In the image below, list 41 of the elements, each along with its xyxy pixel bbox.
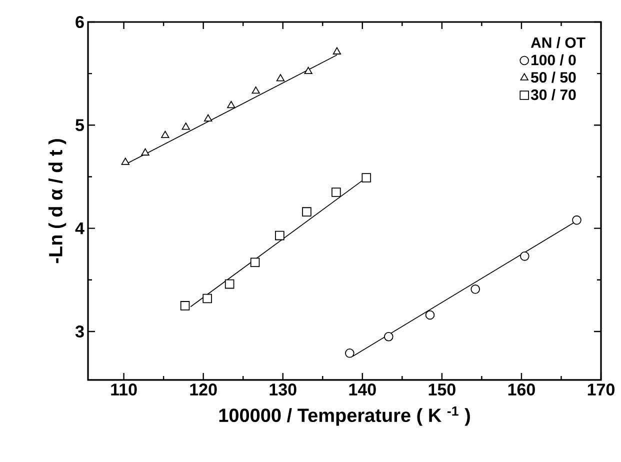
- point: [332, 188, 341, 197]
- x-tick-label: 160: [508, 384, 535, 396]
- point: [224, 279, 234, 289]
- y-tick-label: 5: [76, 119, 84, 132]
- point: [227, 100, 236, 108]
- legend-label: 30 / 70: [530, 89, 576, 100]
- point: [121, 158, 130, 165]
- y-axis-title: -Ln ( d α / d t ): [48, 139, 66, 264]
- legend-title: AN / OT: [530, 36, 586, 48]
- point: [275, 230, 284, 240]
- point: [252, 86, 260, 94]
- point: [425, 310, 435, 320]
- point: [302, 207, 312, 216]
- legend-label: 50 / 50: [530, 72, 576, 83]
- point: [470, 284, 480, 294]
- point: [345, 348, 354, 358]
- y-tick-label: 4: [75, 222, 84, 234]
- point: [520, 252, 530, 261]
- x-tick-label: 150: [428, 384, 456, 396]
- point: [202, 294, 212, 304]
- point: [182, 122, 190, 130]
- point: [250, 258, 260, 268]
- x-tick-label: 120: [190, 384, 217, 396]
- x-tick-label: 130: [270, 384, 296, 396]
- point: [141, 148, 150, 156]
- point: [362, 173, 372, 182]
- x-tick-label: 110: [111, 384, 137, 396]
- legend-label: 100 / 0: [531, 54, 576, 66]
- x-tick-label: 170: [588, 384, 614, 396]
- point: [161, 130, 170, 138]
- y-tick-label: 3: [75, 325, 84, 338]
- y-tick-label: 6: [76, 16, 84, 28]
- point: [304, 66, 312, 74]
- x-tick-label: 140: [349, 384, 376, 396]
- point: [572, 215, 582, 225]
- point: [384, 332, 394, 342]
- point: [332, 47, 342, 54]
- point: [276, 74, 285, 82]
- x-axis-title: 100000 / Temperature ( K $^{-1}$ ): [219, 406, 470, 426]
- point: [204, 114, 212, 122]
- point: [180, 301, 190, 310]
